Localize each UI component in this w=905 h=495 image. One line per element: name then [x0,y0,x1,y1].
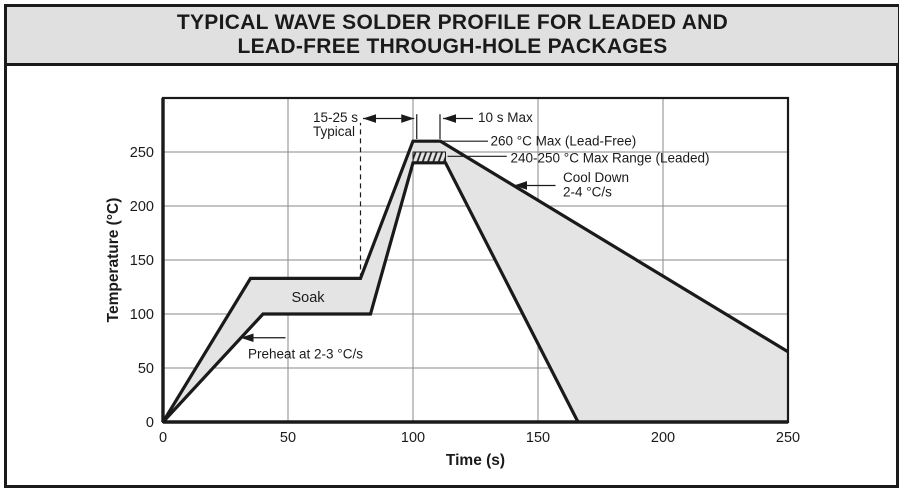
title-banner: TYPICAL WAVE SOLDER PROFILE FOR LEADED A… [7,7,898,66]
y-tick-label: 250 [130,145,154,161]
x-tick-label: 100 [401,430,425,446]
annotation-cool-down-line2: 2-4 °C/s [563,184,612,199]
x-tick-label: 200 [651,430,675,446]
y-tick-label: 50 [138,361,154,377]
title-line-1: TYPICAL WAVE SOLDER PROFILE FOR LEADED A… [176,11,729,34]
peak-duration-arrow [443,114,473,123]
profile-band-fill [163,141,788,422]
lower-limit-profile-line [161,161,580,424]
preheat-arrow [240,333,286,343]
annotation-ramp-window-line2: Typical [313,124,355,139]
y-tick-label: 0 [146,415,154,431]
x-axis-label: Time (s) [446,452,505,469]
annotation-ramp-window-line1: 15-25 s [313,110,358,125]
ramp-window-arrow [363,114,415,123]
x-tick-label: 150 [526,430,550,446]
annotation-peak-duration: 10 s Max [478,110,533,125]
y-axis-label: Temperature (°C) [105,198,122,323]
annotation-cool-down-line1: Cool Down [563,170,629,185]
upper-limit-profile-line [161,139,789,423]
y-tick-label: 100 [130,307,154,323]
annotation-preheat-label: Preheat at 2-3 °C/s [248,346,363,361]
annotation-soak-label: Soak [291,290,325,306]
x-tick-label: 50 [280,430,296,446]
y-tick-label: 150 [130,253,154,269]
cool-down-arrow [514,181,556,190]
title-line-2: LEAD-FREE THROUGH-HOLE PACKAGES [237,35,668,58]
x-tick-label: 250 [776,430,800,446]
annotation-peak-leaded-range: 240-250 °C Max Range (Leaded) [511,150,710,165]
y-tick-label: 200 [130,199,154,215]
x-tick-label: 0 [159,430,167,446]
leaded-max-range-hatch [412,151,446,164]
annotation-peak-lead-free: 260 °C Max (Lead-Free) [491,134,637,149]
